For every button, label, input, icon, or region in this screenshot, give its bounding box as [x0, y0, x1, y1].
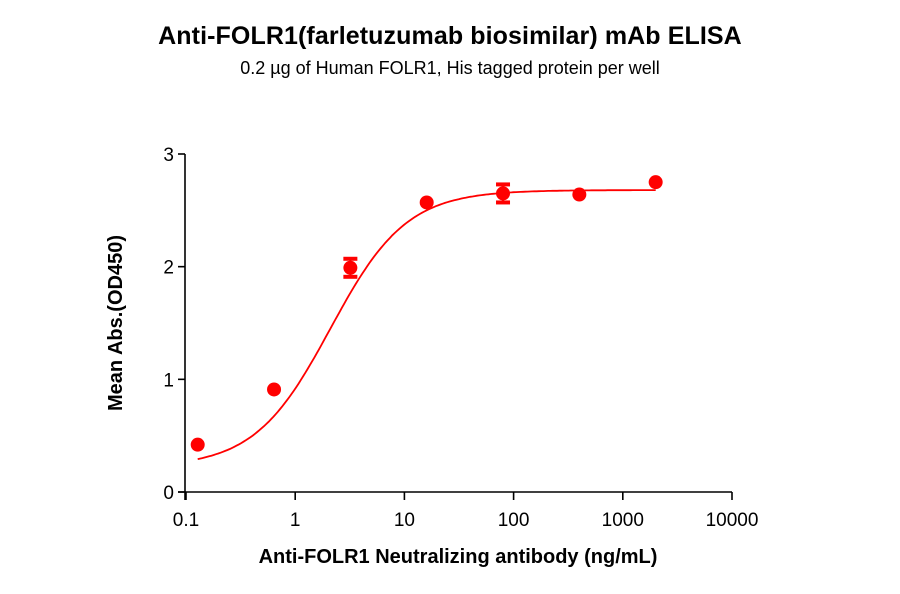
y-tick-label: 3: [163, 145, 174, 166]
data-point: [648, 175, 663, 190]
x-axis-title: Anti-FOLR1 Neutralizing antibody (ng/mL): [259, 546, 658, 568]
data-point: [496, 186, 511, 201]
x-tick-label: 10: [394, 510, 415, 531]
x-tick-label: 1000: [602, 510, 644, 531]
y-tick-label: 0: [163, 483, 174, 504]
data-point: [267, 382, 282, 397]
y-tick-labels: 0 1 2 3: [163, 145, 174, 504]
x-tick-label: 10000: [706, 510, 759, 531]
error-cap-bottom: [343, 274, 358, 279]
y-tick-label: 1: [163, 370, 174, 391]
data-point: [190, 437, 205, 452]
data-point: [343, 260, 358, 275]
error-cap-top: [343, 256, 358, 261]
data-points: [190, 175, 663, 452]
chart-title: Anti-FOLR1(farletuzumab biosimilar) mAb …: [158, 22, 742, 50]
error-cap-bottom: [496, 200, 511, 205]
axes: [178, 153, 733, 500]
x-tick-label: 100: [498, 510, 530, 531]
fit-curve: [197, 189, 656, 460]
x-tick-label: 0.1: [173, 510, 199, 531]
x-tick-label: 1: [290, 510, 301, 531]
y-axis-title: Mean Abs.(OD450): [105, 235, 127, 411]
data-point: [572, 187, 587, 202]
error-cap-top: [496, 182, 511, 187]
chart-subtitle: 0.2 µg of Human FOLR1, His tagged protei…: [240, 58, 660, 78]
x-tick-labels: 0.1 1 10 100 1000 10000: [173, 510, 759, 531]
y-tick-label: 2: [163, 258, 174, 279]
data-point: [419, 195, 434, 210]
